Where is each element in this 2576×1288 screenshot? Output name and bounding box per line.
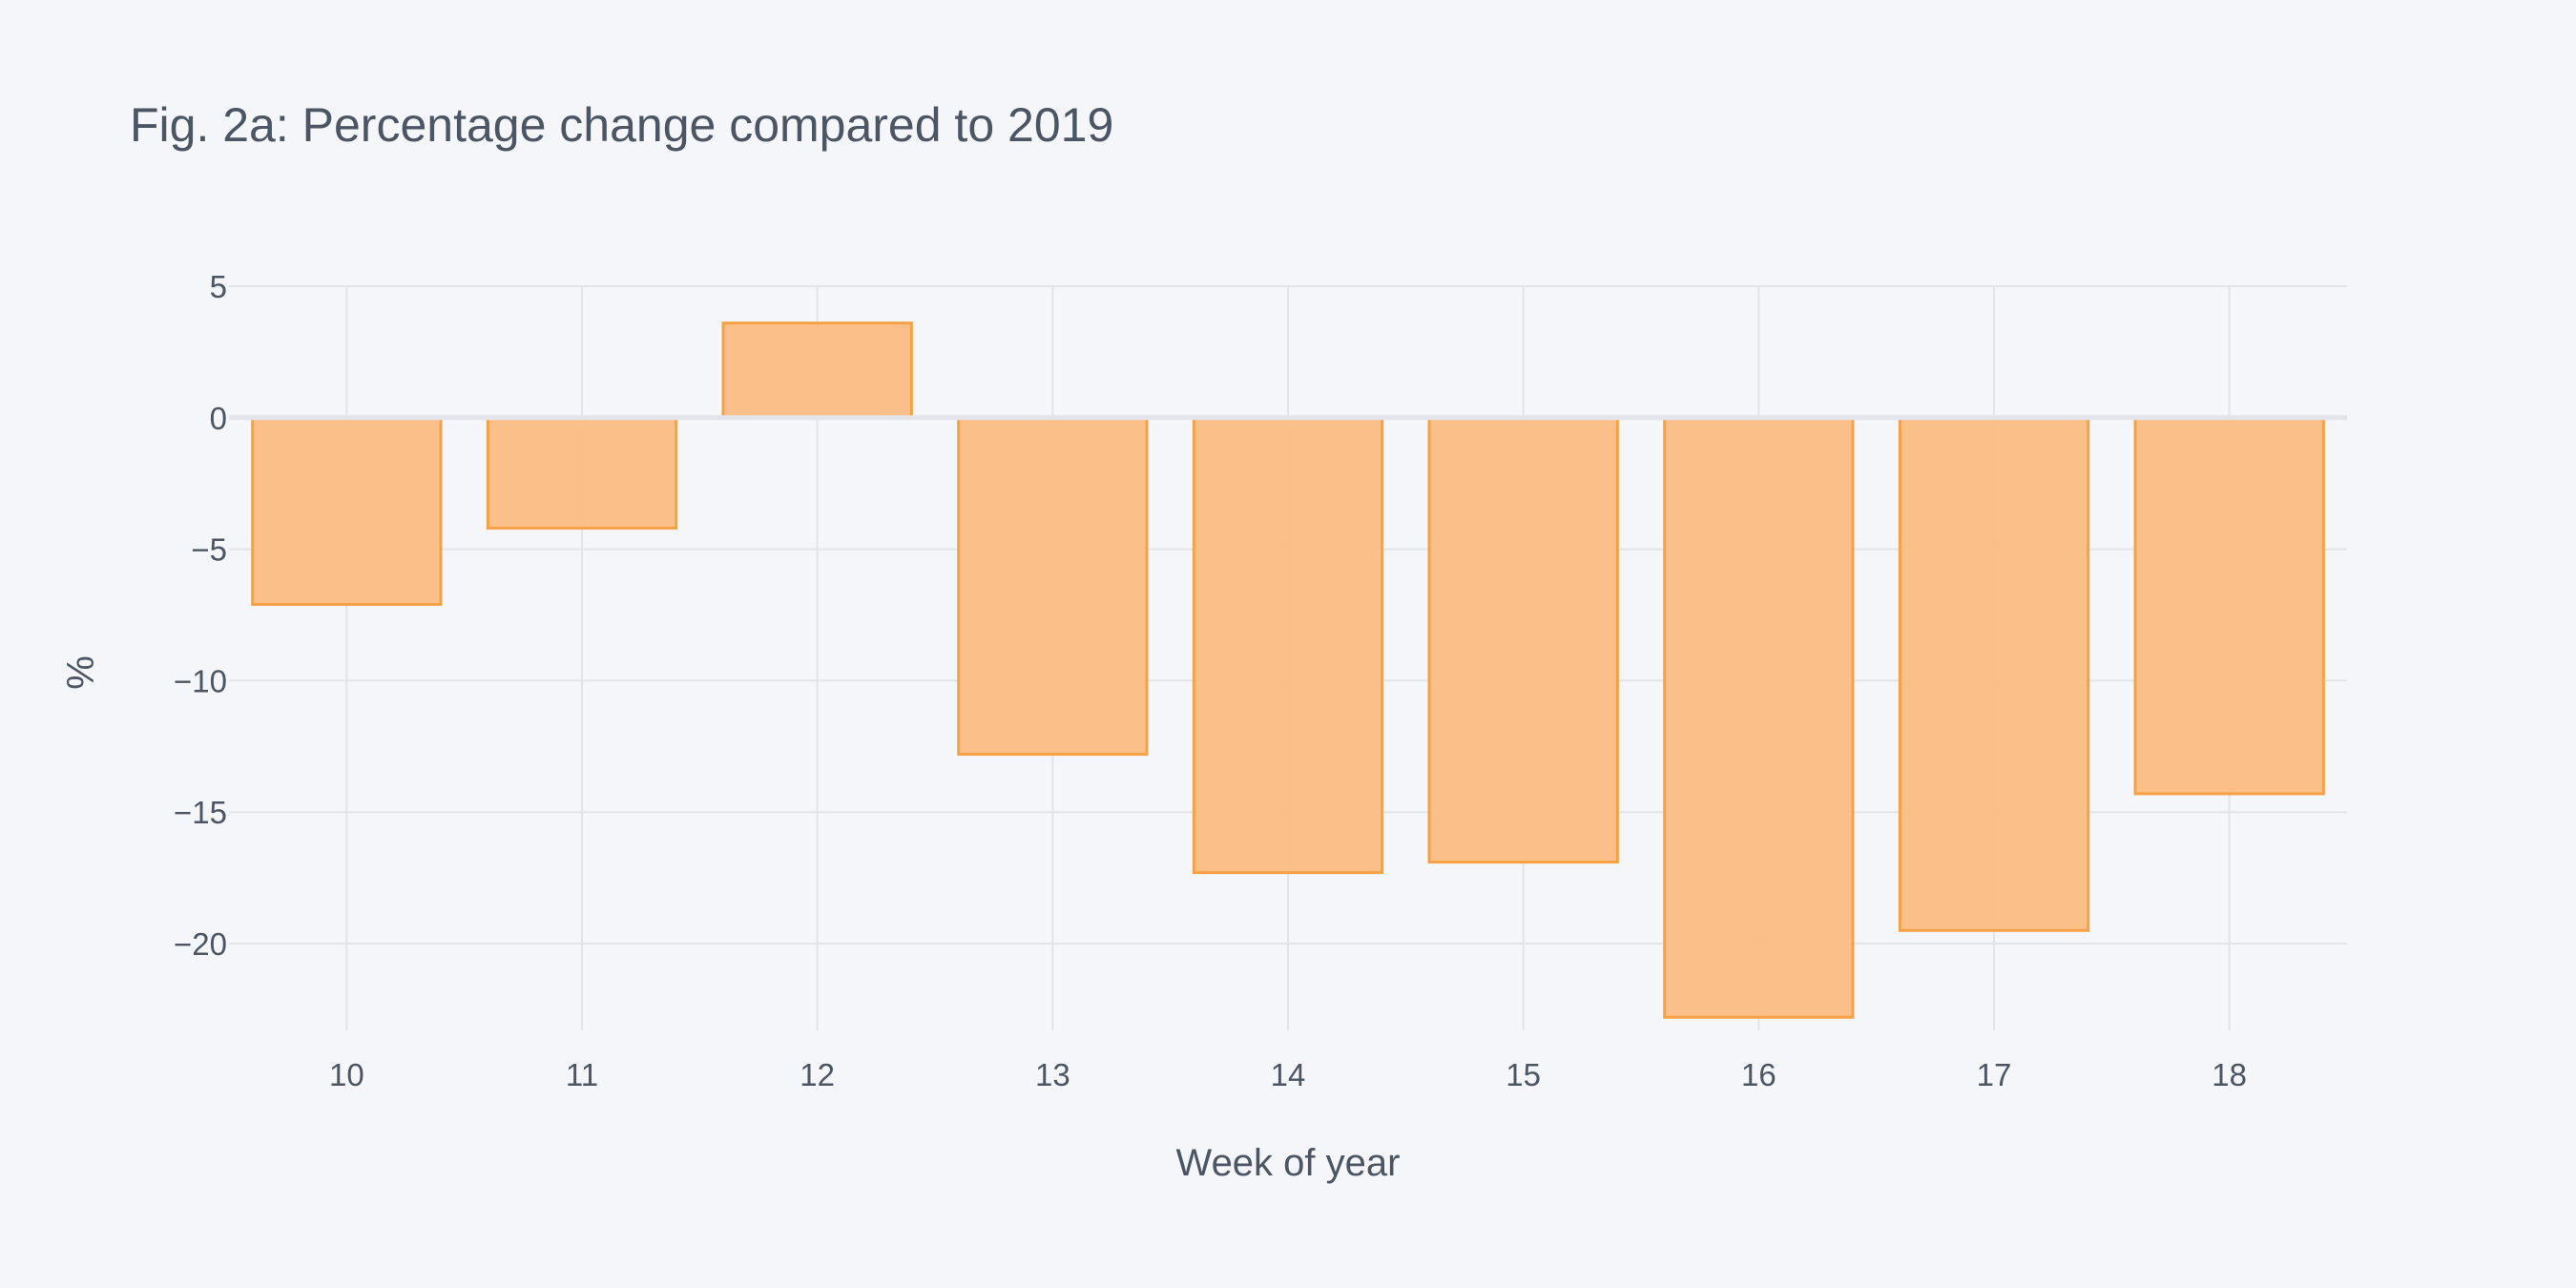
- x-tick-label: 16: [1741, 1057, 1776, 1092]
- x-tick-label: 17: [1977, 1057, 2012, 1092]
- y-tick-label: −15: [174, 795, 227, 830]
- y-tick-label: 5: [210, 269, 227, 304]
- chart-title: Fig. 2a: Percentage change compared to 2…: [130, 98, 1113, 152]
- x-tick-labels: 10 11 12 13 14 15 16 17 18: [329, 1057, 2247, 1092]
- y-tick-label: −5: [191, 532, 227, 568]
- y-tick-label: 0: [210, 401, 227, 436]
- x-tick-label: 12: [800, 1057, 835, 1092]
- x-tick-label: 15: [1506, 1057, 1541, 1092]
- bar-week-15[interactable]: [1427, 416, 1619, 864]
- y-tick-label: −20: [174, 926, 227, 962]
- x-tick-label: 11: [566, 1057, 598, 1092]
- bar-week-11[interactable]: [486, 416, 678, 530]
- y-tick-label: −10: [174, 663, 227, 698]
- bar-week-17[interactable]: [1898, 416, 2090, 932]
- bar-week-18[interactable]: [2133, 416, 2325, 796]
- bar-week-10[interactable]: [251, 416, 443, 606]
- y-tick-labels: 5 0 −5 −10 −15 −20: [174, 269, 227, 962]
- y-axis-title: %: [60, 655, 102, 690]
- x-tick-label: 18: [2212, 1057, 2247, 1092]
- x-tick-label: 10: [329, 1057, 364, 1092]
- bar-week-12[interactable]: [721, 322, 913, 420]
- bar-week-14[interactable]: [1192, 416, 1384, 875]
- bar-week-16[interactable]: [1663, 416, 1855, 1019]
- x-tick-label: 13: [1035, 1057, 1070, 1092]
- bar-week-13[interactable]: [957, 416, 1149, 757]
- bars-layer: [251, 322, 2325, 1019]
- x-axis-title: Week of year: [1176, 1142, 1401, 1184]
- x-tick-label: 14: [1271, 1057, 1306, 1092]
